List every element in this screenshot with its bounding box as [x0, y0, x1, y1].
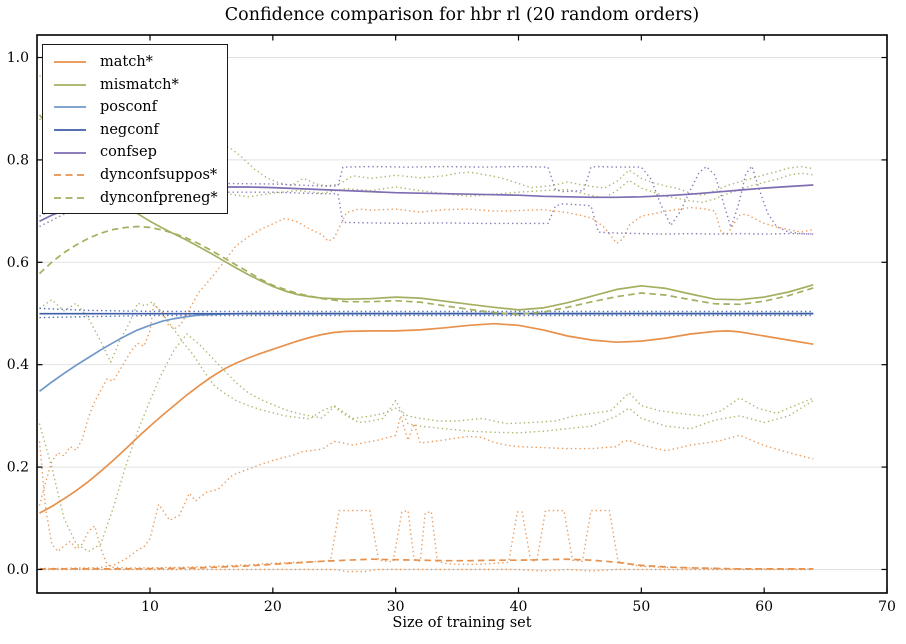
legend-label: mismatch* — [100, 76, 179, 93]
legend-line-sample — [54, 61, 86, 64]
series-posconf-line — [38, 312, 814, 392]
plot-border — [36, 34, 888, 594]
x-axis-label: Size of training set — [392, 615, 532, 631]
legend-line-sample — [54, 174, 86, 177]
legend-label: negconf — [100, 121, 159, 138]
series-match-upper-band-line — [38, 206, 814, 506]
series-dynconfsuppos-line — [39, 558, 814, 570]
x-tick-label: 70 — [878, 599, 896, 615]
series-dynconfpreneg-lower-band-line — [38, 333, 814, 553]
series-mismatch-upper-band-line — [39, 74, 814, 196]
legend-line-sample — [54, 129, 86, 131]
legend-line-sample — [54, 196, 86, 199]
legend-item-dynconfsuppos: dynconfsuppos* — [53, 164, 227, 187]
series-mismatch-lower-band-line — [39, 299, 814, 425]
x-tick-label: 50 — [632, 599, 650, 615]
series-dynconfpreneg-line — [38, 225, 814, 316]
legend-item-confsep: confsep — [53, 141, 227, 164]
legend-item-match: match* — [53, 51, 227, 74]
legend-label: dynconfpreneg* — [100, 189, 218, 206]
y-tick-label: 0.8 — [7, 152, 29, 168]
legend-item-dynconfpreneg: dynconfpreneg* — [53, 187, 227, 210]
legend-line-sample — [54, 83, 86, 86]
x-tick-label: 40 — [510, 599, 528, 615]
y-tick-label: 0.6 — [7, 255, 29, 271]
legend-label: match* — [100, 54, 153, 71]
series-negconf-upper-band-line — [39, 307, 814, 313]
series-confsep-upper-band-line — [39, 165, 814, 235]
y-tick-label: 0.0 — [7, 562, 29, 578]
y-tick-label: 0.2 — [7, 460, 29, 476]
legend-line-sample — [54, 106, 86, 109]
legend-item-mismatch: mismatch* — [53, 74, 227, 97]
x-tick-label: 60 — [755, 599, 773, 615]
chart-title: Confidence comparison for hbr rl (20 ran… — [224, 5, 700, 25]
y-tick-label: 1.0 — [7, 50, 29, 66]
series-dynconfsuppos-upper-band-line — [38, 441, 814, 570]
series-match-line — [39, 322, 814, 514]
legend-label: confsep — [100, 144, 157, 161]
x-tick-label: 10 — [141, 599, 159, 615]
legend-item-posconf: posconf — [53, 96, 227, 119]
series-dynconfpreneg-upper-band-line — [39, 118, 814, 204]
legend: match* mismatch* posconf negconf confsep dync… — [42, 44, 228, 214]
legend-label: dynconfsuppos* — [100, 167, 218, 184]
legend-line-sample — [54, 151, 86, 154]
x-tick-label: 20 — [264, 599, 282, 615]
legend-item-negconf: negconf — [53, 119, 227, 142]
y-tick-label: 0.4 — [7, 357, 29, 373]
legend-label: posconf — [100, 99, 158, 116]
x-tick-label: 30 — [387, 599, 405, 615]
series-negconf-lower-band-line — [39, 314, 814, 319]
series-match-lower-band-line — [39, 415, 814, 570]
